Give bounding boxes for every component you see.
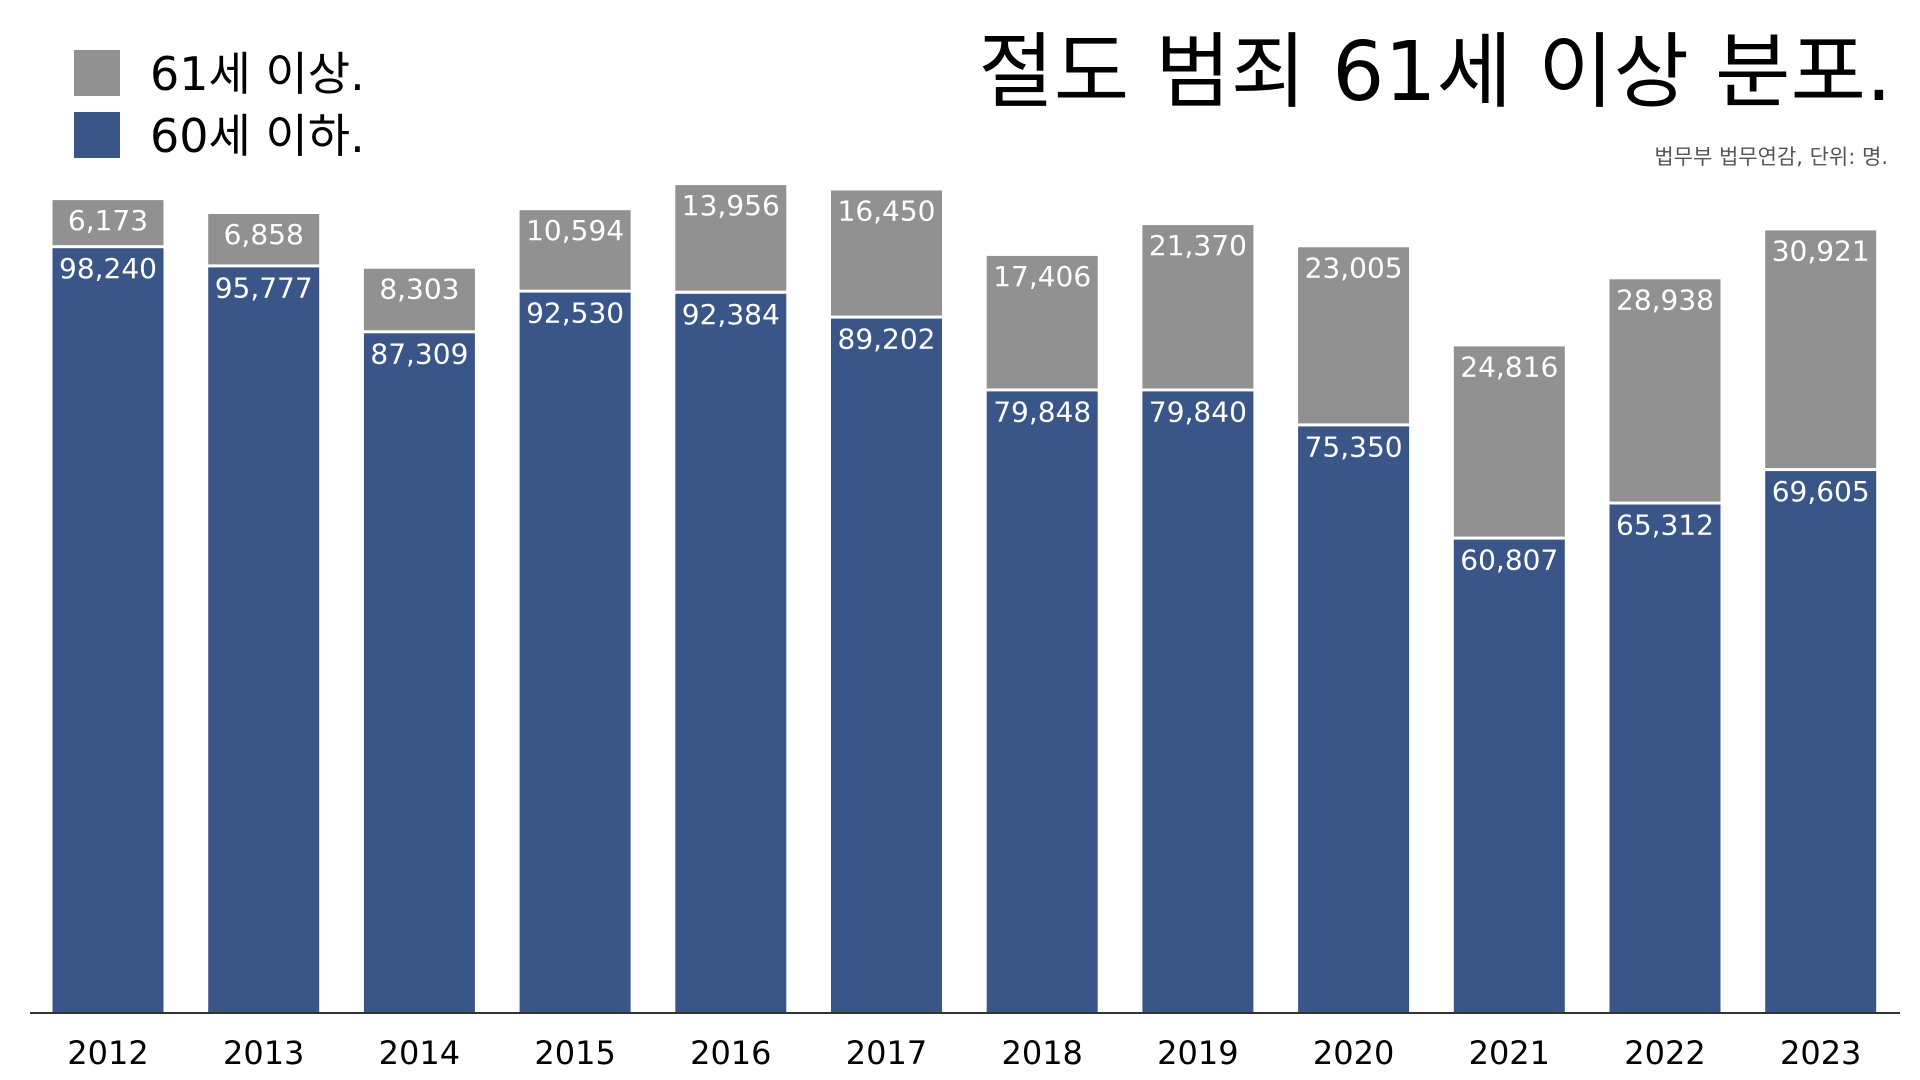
chart-title: 절도 범죄 61세 이상 분포. (978, 25, 1892, 120)
label-61-and-over-2023: 30,921 (1772, 234, 1870, 267)
bar-under-60-2021 (1453, 539, 1565, 1013)
bar-under-60-2015 (519, 292, 631, 1014)
bar-61-and-over-2017 (831, 190, 942, 316)
x-tick-label-2012: 2012 (67, 1034, 148, 1072)
legend-swatch-61-and-over (74, 50, 120, 96)
bar-61-and-over-2023 (1765, 230, 1877, 469)
x-tick-label-2023: 2023 (1780, 1034, 1861, 1072)
label-61-and-over-2015: 10,594 (526, 214, 624, 247)
label-under-60-2017: 89,202 (838, 323, 936, 356)
label-under-60-2012: 98,240 (59, 252, 157, 285)
label-61-and-over-2016: 13,956 (682, 189, 780, 222)
label-under-60-2016: 92,384 (682, 298, 780, 331)
x-tick-labels-group: 2012 2013 2014 2015 2016 2017 2018 2019 2020 2021… (67, 1034, 1861, 1072)
x-tick-label-2015: 2015 (534, 1034, 615, 1072)
bar-under-60-2023 (1765, 471, 1877, 1014)
bar-under-60-2020 (1298, 426, 1410, 1013)
chart-source-note: 법무부 법무연감, 단위: 명. (1654, 145, 1888, 169)
bars-group (52, 185, 1877, 1014)
legend-label-under-60: 60세 이하. (150, 109, 365, 163)
bar-under-60-2016 (675, 293, 787, 1013)
label-under-60-2018: 79,848 (993, 395, 1091, 428)
bar-under-60-2014 (363, 333, 475, 1013)
x-tick-label-2014: 2014 (379, 1034, 460, 1072)
label-under-60-2020: 75,350 (1305, 430, 1403, 463)
bar-61-and-over-2016 (675, 185, 787, 291)
label-under-60-2014: 87,309 (370, 337, 468, 370)
x-tick-label-2013: 2013 (223, 1034, 304, 1072)
legend: 61세 이상. 60세 이하. (74, 47, 365, 163)
bar-under-60-2012 (52, 248, 164, 1013)
label-61-and-over-2012: 6,173 (68, 204, 148, 237)
label-under-60-2022: 65,312 (1616, 509, 1714, 542)
bar-61-and-over-2013 (208, 214, 320, 265)
bar-under-60-2019 (1142, 391, 1254, 1013)
label-61-and-over-2021: 24,816 (1460, 350, 1558, 383)
x-tick-label-2019: 2019 (1157, 1034, 1238, 1072)
bar-61-and-over-2022 (1609, 279, 1721, 502)
legend-swatch-under-60 (74, 112, 120, 158)
x-tick-label-2016: 2016 (690, 1034, 771, 1072)
bar-61-and-over-2012 (52, 200, 164, 246)
label-61-and-over-2018: 17,406 (993, 260, 1091, 293)
label-under-60-2021: 60,807 (1460, 544, 1558, 577)
bar-61-and-over-2021 (1453, 346, 1565, 537)
x-tick-label-2020: 2020 (1313, 1034, 1394, 1072)
label-61-and-over-2019: 21,370 (1149, 229, 1247, 262)
x-tick-label-2018: 2018 (1001, 1034, 1082, 1072)
bar-61-and-over-2018 (986, 255, 1098, 389)
value-labels-group: 98,240 6,173 95,777 6,858 87,309 8,303 92,530 1… (59, 189, 1870, 576)
x-tick-label-2022: 2022 (1624, 1034, 1705, 1072)
bar-under-60-2017 (831, 318, 942, 1014)
legend-label-61-and-over: 61세 이상. (150, 47, 365, 101)
x-tick-label-2021: 2021 (1469, 1034, 1550, 1072)
label-under-60-2023: 69,605 (1772, 475, 1870, 508)
label-61-and-over-2022: 28,938 (1616, 283, 1714, 316)
bar-under-60-2013 (208, 267, 320, 1013)
label-61-and-over-2013: 6,858 (224, 218, 304, 251)
label-61-and-over-2020: 23,005 (1305, 251, 1403, 284)
bar-under-60-2018 (986, 391, 1098, 1013)
label-61-and-over-2014: 8,303 (379, 273, 459, 306)
label-61-and-over-2017: 16,450 (838, 195, 936, 228)
label-under-60-2013: 95,777 (215, 271, 313, 304)
bar-under-60-2022 (1609, 504, 1721, 1013)
bar-61-and-over-2020 (1298, 247, 1410, 424)
x-tick-label-2017: 2017 (846, 1034, 927, 1072)
bar-61-and-over-2015 (519, 210, 631, 290)
label-under-60-2015: 92,530 (526, 297, 624, 330)
bar-61-and-over-2014 (363, 268, 475, 331)
bar-61-and-over-2019 (1142, 225, 1254, 389)
label-under-60-2019: 79,840 (1149, 395, 1247, 428)
